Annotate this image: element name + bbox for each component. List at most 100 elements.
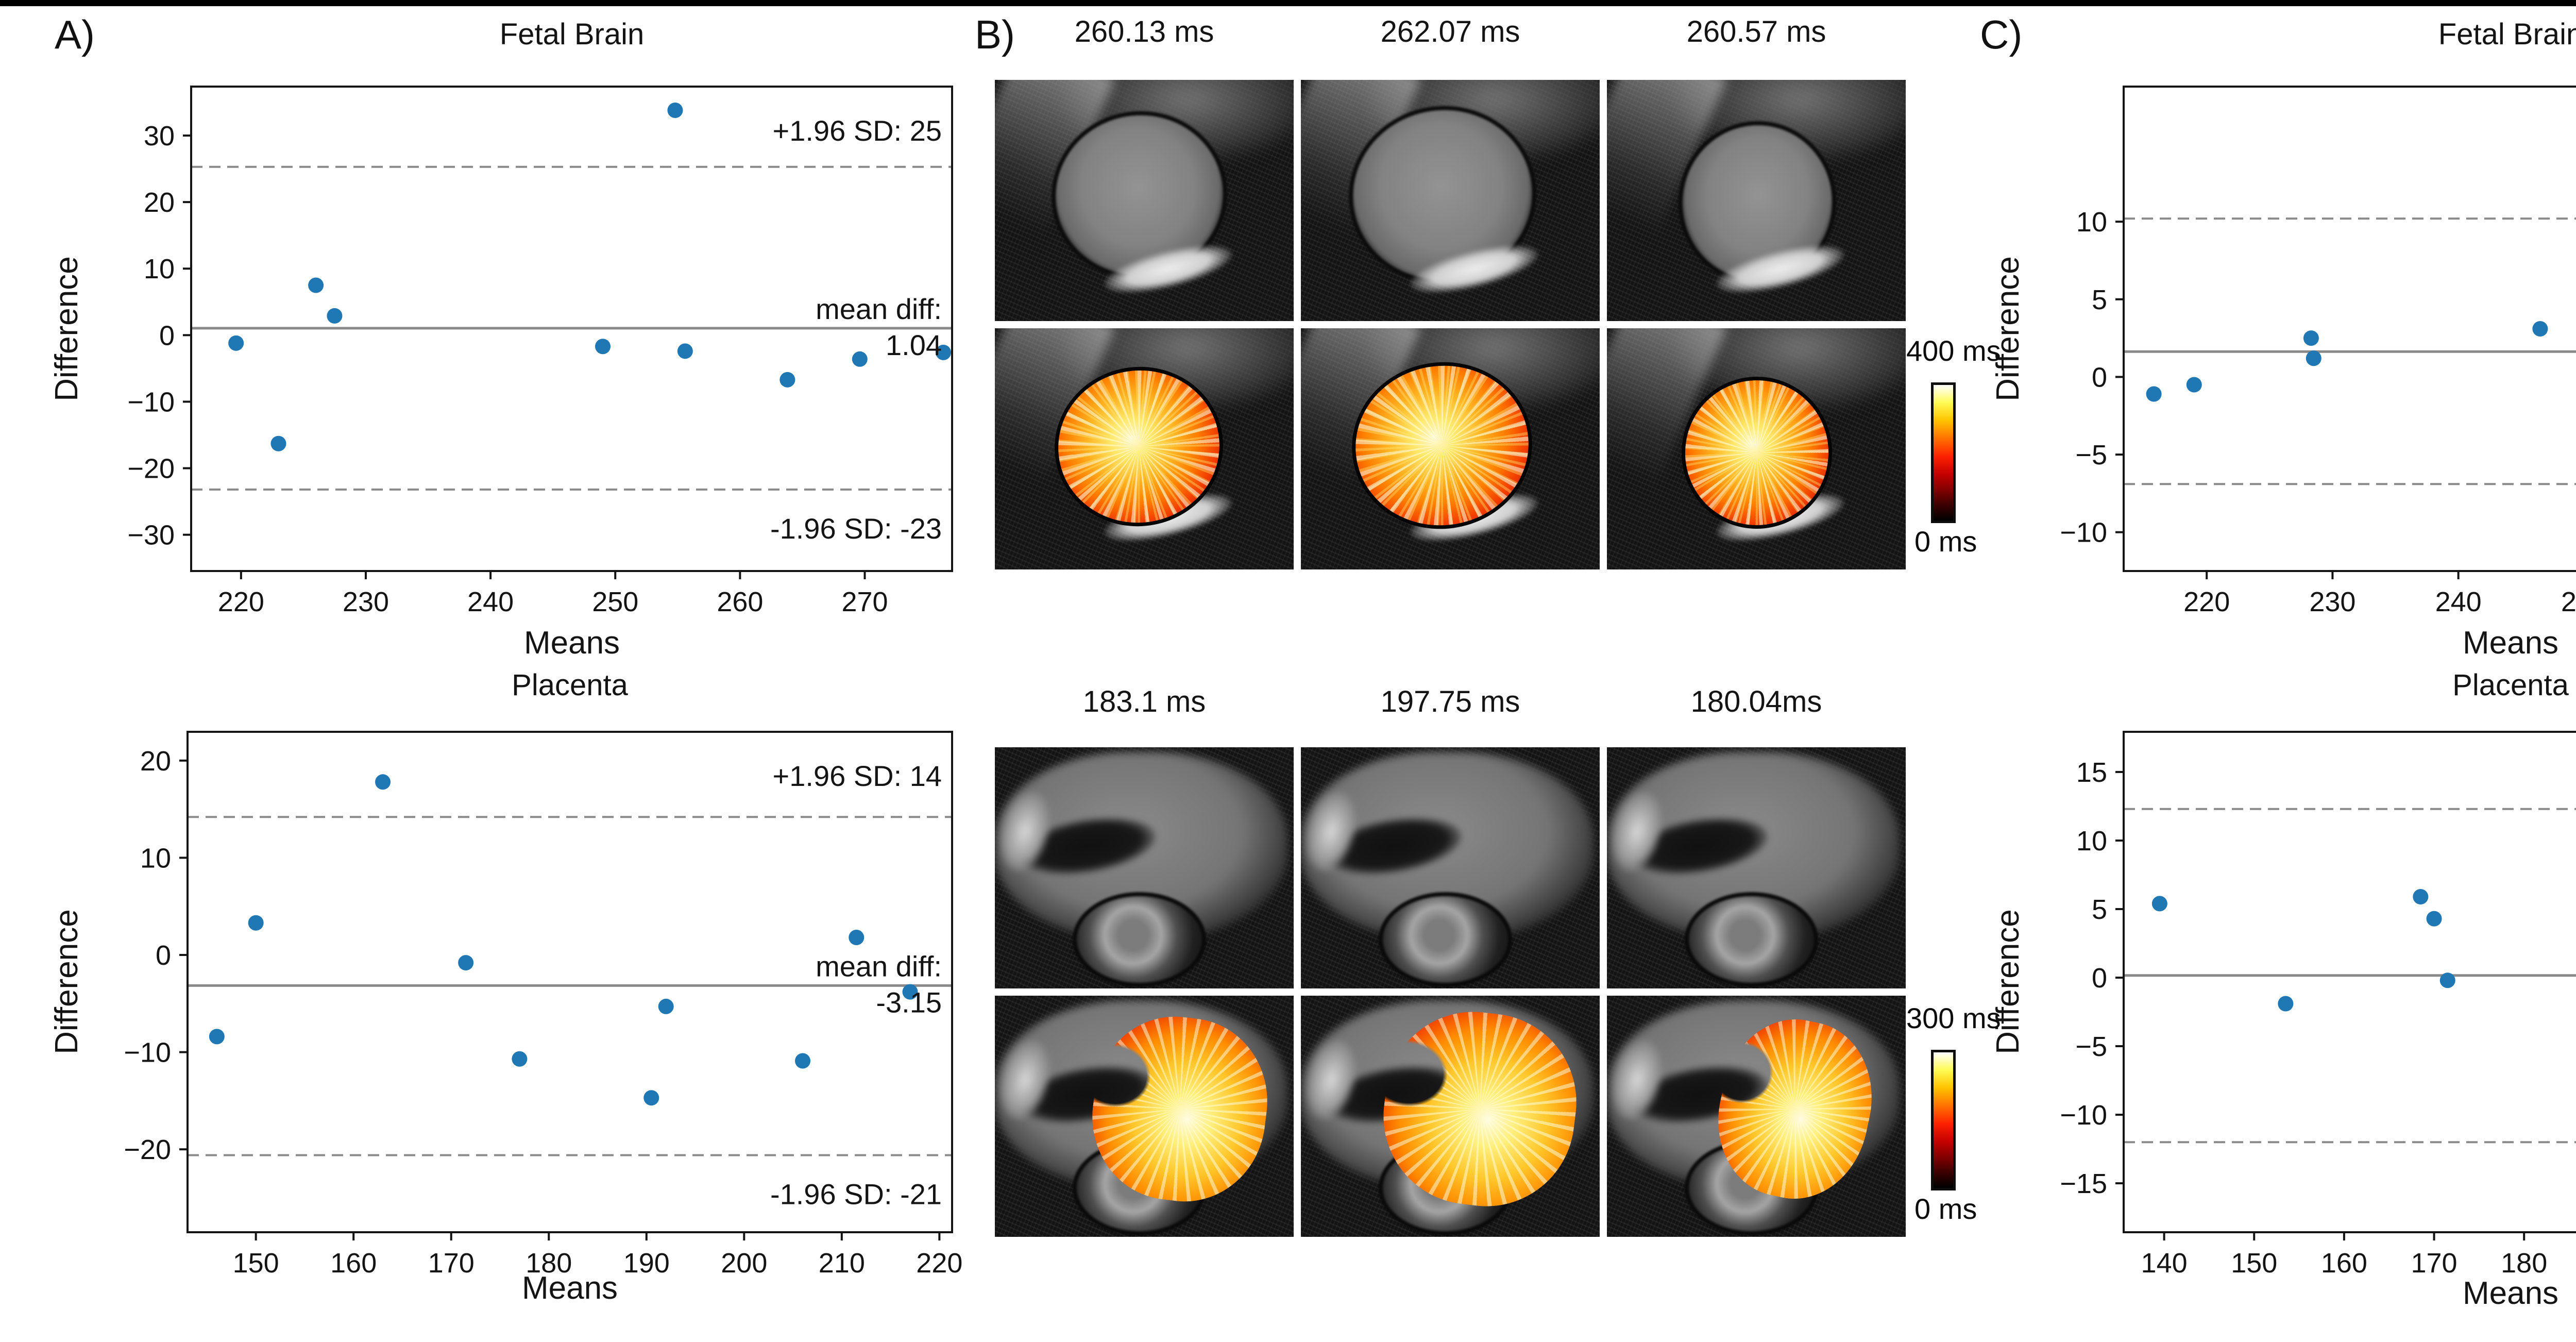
y-tick-label: −10 xyxy=(2060,517,2107,548)
scatter-point xyxy=(677,343,693,359)
scatter-point xyxy=(458,955,474,971)
y-tick-label: 5 xyxy=(2092,894,2107,925)
upper-loa-annotation: +1.96 SD: 14 xyxy=(773,760,942,792)
x-tick-label: 260 xyxy=(717,586,763,617)
scatter-point xyxy=(849,930,865,946)
x-tick-label: 170 xyxy=(428,1248,474,1279)
chart-a_top: 220 230 240 250 260 270 −30 −20 −10 0 10 20 30 Fetal … xyxy=(49,18,953,661)
y-tick-label: 10 xyxy=(140,843,171,874)
scatter-point xyxy=(2151,896,2167,912)
y-tick-label: 0 xyxy=(2092,362,2107,393)
x-tick-label: 220 xyxy=(218,586,264,617)
mri-brain-anatomical xyxy=(1607,80,1906,321)
mean-diff-value: 1.04 xyxy=(886,329,942,361)
chart-c_bottom: 140150160170180190200210220−15−10−505101… xyxy=(1990,668,2576,1311)
fetal-head xyxy=(1072,892,1207,987)
scatter-point xyxy=(667,102,683,118)
panel-c-label: C) xyxy=(1980,12,2023,57)
mri-brain-t2map xyxy=(1607,328,1906,569)
scatter-point xyxy=(308,277,324,293)
x-tick-label: 180 xyxy=(2501,1248,2547,1279)
x-tick-label: 140 xyxy=(2141,1248,2188,1279)
mean-diff-value: -3.15 xyxy=(876,986,942,1018)
t2-value-label: 262.07 ms xyxy=(1380,15,1520,48)
scatter-point xyxy=(375,774,391,790)
y-tick-label: 5 xyxy=(2092,284,2107,315)
mri-brain-anatomical xyxy=(1301,80,1600,321)
y-tick-label: −10 xyxy=(127,387,175,417)
lower-loa-annotation: -1.96 SD: -23 xyxy=(770,512,942,545)
mri-placenta-anatomical xyxy=(995,747,1294,988)
y-tick-label: 15 xyxy=(2076,757,2107,788)
t2-value-label: 197.75 ms xyxy=(1380,685,1520,718)
x-tick-label: 220 xyxy=(2183,586,2230,617)
mri-placenta-t2map xyxy=(995,996,1294,1237)
x-tick-label: 230 xyxy=(343,586,389,617)
panel-b-label: B) xyxy=(975,12,1015,57)
scatter-point xyxy=(902,984,918,1000)
x-tick-label: 190 xyxy=(623,1248,670,1279)
x-tick-label: 200 xyxy=(721,1248,767,1279)
y-tick-label: −15 xyxy=(2060,1168,2107,1199)
scatter-point xyxy=(595,339,611,355)
y-tick-label: 20 xyxy=(144,187,175,218)
mri-brain-t2map xyxy=(995,328,1294,569)
chart-title: Fetal Brain xyxy=(2438,18,2576,51)
axes-spines xyxy=(190,86,953,572)
axes-spines xyxy=(2123,86,2576,572)
panel-a-label: A) xyxy=(55,12,95,57)
x-tick-label: 170 xyxy=(2411,1248,2457,1279)
y-tick-label: 30 xyxy=(144,121,175,152)
y-tick-label: −30 xyxy=(127,520,175,551)
mri-placenta-anatomical xyxy=(1607,747,1906,988)
x-tick-label: 250 xyxy=(592,586,638,617)
scatter-point xyxy=(2532,321,2548,337)
chart-title: Fetal Brain xyxy=(500,18,644,51)
x-axis-label: Means xyxy=(2463,1276,2558,1311)
scatter-point xyxy=(209,1029,225,1045)
scatter-point xyxy=(795,1053,811,1069)
scatter-point xyxy=(248,915,264,931)
scatter-point xyxy=(2303,330,2319,346)
x-tick-label: 220 xyxy=(916,1248,962,1279)
scatter-point xyxy=(658,998,674,1014)
scatter-point xyxy=(852,351,868,367)
y-tick-label: 20 xyxy=(140,746,171,777)
scatter-point xyxy=(936,344,952,360)
y-tick-label: −20 xyxy=(127,454,175,484)
t2-value-label: 260.57 ms xyxy=(1686,15,1826,48)
fetal-head xyxy=(1378,892,1513,987)
x-tick-label: 210 xyxy=(819,1248,865,1279)
upper-loa-annotation: +1.96 SD: 25 xyxy=(773,114,942,147)
mri-placenta-anatomical xyxy=(1301,747,1600,988)
scatter-point xyxy=(2413,889,2429,905)
y-tick-label: −5 xyxy=(2075,440,2107,471)
scatter-point xyxy=(228,335,244,351)
colorbar-min-label: 0 ms xyxy=(1914,1193,1977,1225)
scatter-point xyxy=(779,372,795,388)
x-tick-label: 150 xyxy=(2231,1248,2277,1279)
fetal-head xyxy=(1684,892,1819,987)
x-tick-label: 270 xyxy=(841,586,888,617)
mri-placenta-t2map xyxy=(1301,996,1600,1237)
scatter-point xyxy=(643,1090,659,1106)
t2-value-label: 260.13 ms xyxy=(1074,15,1214,48)
scatter-point xyxy=(270,435,286,451)
y-tick-label: 10 xyxy=(2076,826,2107,857)
y-axis-label: Difference xyxy=(49,256,84,401)
x-tick-label: 250 xyxy=(2561,586,2576,617)
x-tick-label: 240 xyxy=(467,586,514,617)
t2-value-label: 180.04ms xyxy=(1690,685,1822,718)
y-axis-label: Difference xyxy=(1990,256,2026,401)
y-tick-label: −10 xyxy=(2060,1100,2107,1131)
colorbar-min-label: 0 ms xyxy=(1914,525,1977,558)
y-axis-label: Difference xyxy=(1990,909,2026,1054)
x-tick-label: 150 xyxy=(233,1248,279,1279)
y-tick-label: −20 xyxy=(124,1134,171,1165)
scatter-point xyxy=(512,1051,528,1067)
colorbar-hot xyxy=(1931,382,1956,523)
scatter-point xyxy=(2278,996,2294,1012)
x-axis-label: Means xyxy=(522,1270,618,1306)
